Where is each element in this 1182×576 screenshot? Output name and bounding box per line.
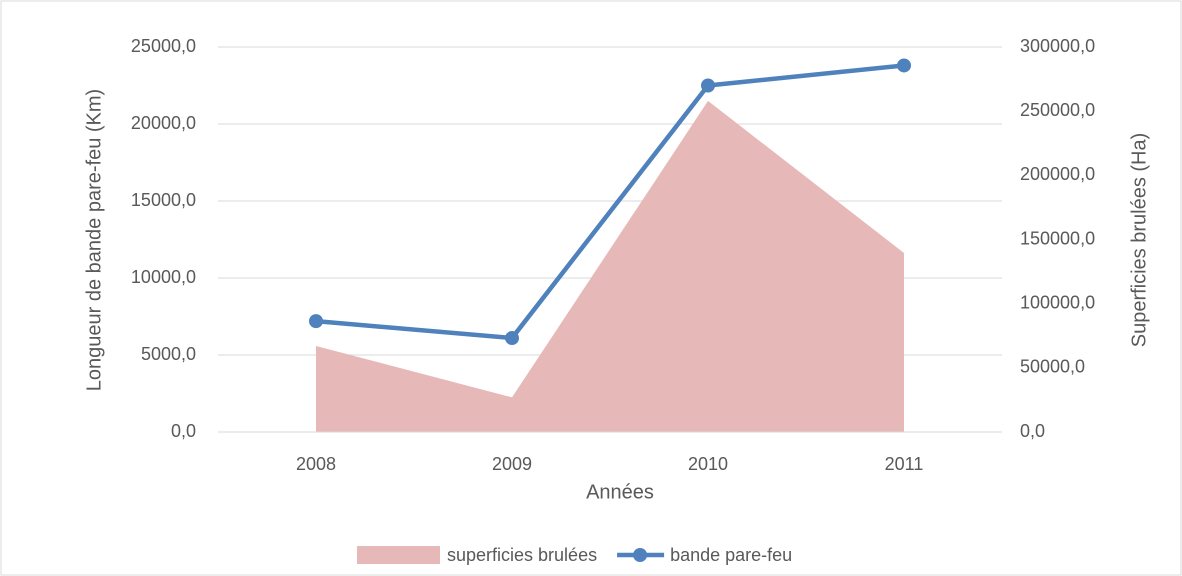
y2-tick-label: 100000,0 <box>1020 292 1095 312</box>
y2-tick-label: 150000,0 <box>1020 228 1095 248</box>
legend-label: bande pare-feu <box>670 545 792 565</box>
y-tick-label: 15000,0 <box>131 190 196 210</box>
y-axis-title: Longueur de bande pare-feu (Km) <box>83 89 105 391</box>
y-tick-label: 10000,0 <box>131 267 196 287</box>
line-marker <box>505 331 519 346</box>
legend-swatch-marker <box>633 548 648 562</box>
y2-tick-label: 300000,0 <box>1020 36 1095 56</box>
y2-tick-label: 50000,0 <box>1020 357 1085 377</box>
x-tick-label: 2009 <box>492 454 532 474</box>
y-tick-label: 25000,0 <box>131 36 196 56</box>
x-tick-label: 2008 <box>296 454 336 474</box>
area <box>316 100 904 433</box>
legend-swatch <box>357 546 440 564</box>
y2-tick-label: 0,0 <box>1020 421 1045 441</box>
y-tick-label: 5000,0 <box>141 344 196 364</box>
line-marker <box>897 58 911 73</box>
x-tick-label: 2010 <box>688 454 728 474</box>
x-axis-title: Années <box>586 481 654 503</box>
line-marker <box>701 78 715 93</box>
y-tick-label: 20000,0 <box>131 113 196 133</box>
x-tick-label: 2011 <box>885 454 924 474</box>
y2-tick-label: 250000,0 <box>1020 100 1095 120</box>
y-tick-label: 0,0 <box>171 421 196 441</box>
line <box>315 63 905 341</box>
y2-tick-label: 200000,0 <box>1020 164 1095 184</box>
line-marker <box>309 314 323 329</box>
y2-axis-title: Superficies brulées (Ha) <box>1128 133 1150 348</box>
legend-label: superficies brulées <box>447 545 597 565</box>
